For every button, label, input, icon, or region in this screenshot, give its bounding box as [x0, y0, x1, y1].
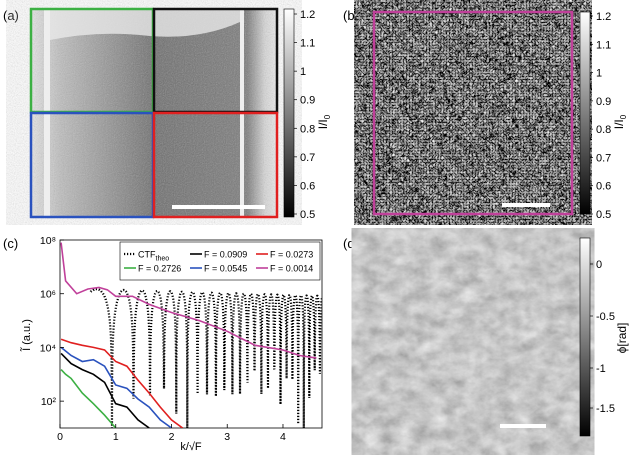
y-axis-label: Ĩ (a.u.) — [20, 319, 33, 352]
x-tick-label: 0 — [57, 431, 63, 443]
series-line-f---0-0545 — [60, 346, 172, 428]
legend-label: F = 0.0273 — [270, 250, 313, 260]
colorbar-b-label: I/I0 — [612, 114, 628, 129]
colorbar-tick-label: -1 — [596, 363, 606, 375]
micrograph-b — [374, 12, 572, 214]
panel-a: 1.2 1.1 1 0.9 0.8 0.7 0.6 0.5 I/I0 — [29, 7, 330, 221]
ctf-theo-curve — [89, 288, 322, 428]
series-line-f---0-2726 — [60, 369, 117, 428]
scale-bar-a — [172, 205, 265, 209]
colorbar-tick-label: 0.8 — [300, 123, 315, 135]
colorbar-tick-label: 1.2 — [596, 11, 611, 23]
colorbar-tick-label: 0.7 — [596, 152, 611, 164]
colorbar-tick-label: 0.9 — [596, 96, 611, 108]
series-line-f---0-0273 — [60, 338, 184, 428]
colorbar-tick-label: 1 — [596, 68, 602, 80]
scale-bar-b — [502, 203, 550, 207]
colorbar-tick-label: 0.7 — [300, 152, 315, 164]
colorbar-tick-label: 1.1 — [596, 39, 611, 51]
legend-label: F = 0.2726 — [138, 264, 181, 274]
legend-label: F = 0.0014 — [270, 264, 313, 274]
colorbar-tick-label: 1.1 — [300, 38, 315, 50]
ctf-theo-line — [89, 288, 322, 428]
series-line-f---0-0909 — [60, 352, 150, 428]
panel-d: 0 -0.5 -1 -1.5 ϕ[rad] — [372, 237, 629, 437]
x-axis-label: k/√F — [180, 441, 202, 453]
colorbar-tick-label: 0.9 — [300, 95, 315, 107]
y-tick-label: 10⁴ — [40, 342, 56, 354]
frame-bottom-right — [152, 111, 279, 219]
colorbar-tick-label: 0.5 — [300, 209, 315, 221]
y-tick-label: 10² — [41, 396, 57, 408]
colorbar-b-ticks: 1.2 1.1 1 0.9 0.8 0.7 0.6 0.5 — [590, 11, 611, 221]
colorbar-tick-label: 0.5 — [596, 209, 611, 221]
x-tick-label: 3 — [224, 431, 230, 443]
panel-d-label: (d) — [343, 236, 359, 251]
colorbar-d-label: ϕ[rad] — [615, 323, 629, 354]
y-tick-label: 10⁶ — [40, 289, 56, 301]
phase-map-d — [372, 238, 574, 436]
colorbar-d — [579, 237, 591, 437]
panel-a-label: (a) — [3, 8, 19, 23]
colorbar-d-ticks: 0 -0.5 -1 -1.5 — [590, 259, 615, 415]
colorbar-tick-label: 0 — [596, 259, 602, 271]
legend-label: F = 0.0909 — [204, 250, 247, 260]
panel-b-label: (b) — [343, 8, 359, 23]
y-tick-label: 10⁸ — [40, 235, 56, 247]
colorbar-tick-label: 1 — [300, 66, 306, 78]
scale-bar-d — [500, 424, 546, 428]
colorbar-a — [283, 8, 295, 218]
x-tick-label: 2 — [169, 431, 175, 443]
legend-box — [119, 241, 321, 281]
colorbar-b — [579, 11, 591, 215]
x-tick-label: 1 — [113, 431, 119, 443]
colorbar-tick-label: 1.2 — [300, 9, 315, 21]
panel-b: 1.2 1.1 1 0.9 0.8 0.7 0.6 0.5 I/I0 — [372, 10, 628, 221]
colorbar-a-label: I/I0 — [316, 114, 330, 129]
series-line-f---0-0014 — [60, 242, 317, 359]
colorbar-tick-label: 0.6 — [300, 180, 315, 192]
frame-b — [372, 10, 574, 216]
axes: 0 1 2 3 4 10² 10⁴ 10⁶ 10⁸ — [40, 235, 286, 443]
series-layer — [60, 242, 317, 428]
colorbar-a-ticks: 1.2 1.1 1 0.9 0.8 0.7 0.6 0.5 — [294, 9, 315, 221]
x-tick-label: 4 — [280, 431, 286, 443]
legend-label: F = 0.0545 — [204, 264, 247, 274]
colorbar-tick-label: 0.8 — [596, 124, 611, 136]
colorbar-tick-label: 0.6 — [596, 181, 611, 193]
colorbar-tick-label: -0.5 — [596, 311, 615, 323]
colorbar-tick-label: -1.5 — [596, 403, 615, 415]
panel-c-label: (c) — [3, 236, 19, 251]
